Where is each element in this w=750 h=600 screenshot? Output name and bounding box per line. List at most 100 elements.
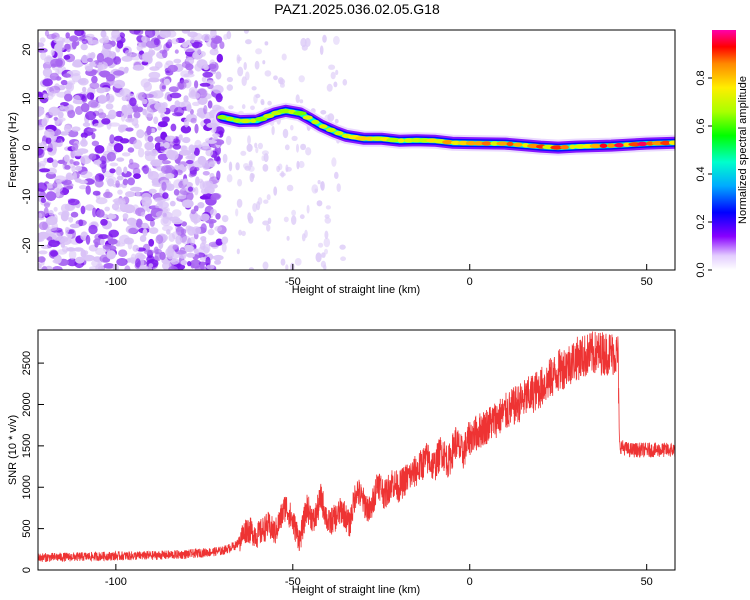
spectrogram-noise-blob xyxy=(298,75,305,83)
spectrogram-noise-blob xyxy=(49,91,56,97)
spectrogram-noise-blob xyxy=(173,138,179,144)
spectrogram-noise-blob xyxy=(52,159,58,168)
spectrogram-noise-blob xyxy=(317,180,321,185)
spectrogram-noise-blob xyxy=(335,69,339,76)
spectrogram-ridge-peak xyxy=(473,141,485,146)
spectrogram-noise-blob xyxy=(93,159,102,165)
spectrogram-noise-blob xyxy=(206,264,215,270)
spectrogram-noise-blob xyxy=(203,118,211,125)
spectrogram-noise-blob xyxy=(320,260,326,268)
spectrogram-noise-blob xyxy=(46,236,53,241)
spectrogram-ridge-peak xyxy=(233,118,243,123)
spectrogram-noise-blob xyxy=(109,168,116,174)
snr-ytick-label: 1000 xyxy=(21,475,33,499)
spectrogram-noise-blob xyxy=(168,265,178,270)
spectrogram-noise-blob xyxy=(50,49,55,56)
spectrogram-noise-blob xyxy=(127,177,135,186)
spectrogram-noise-blob xyxy=(248,160,253,166)
spectrogram-noise-blob xyxy=(136,92,146,101)
spectrogram-noise-blob xyxy=(59,131,69,136)
spectrogram-noise-blob xyxy=(214,259,222,265)
spectrogram-noise-blob xyxy=(262,261,269,270)
spectrogram-noise-blob xyxy=(299,214,305,220)
spectrogram-noise-blob xyxy=(237,56,242,62)
spectrogram-noise-blob xyxy=(85,65,93,72)
spectrogram-noise-blob xyxy=(125,127,134,132)
spectrogram-noise-blob xyxy=(60,79,68,86)
spectrogram-noise-blob xyxy=(280,258,286,266)
spectrogram-noise-blob xyxy=(57,111,64,119)
spectrogram-noise-blob xyxy=(133,173,141,180)
snr-ytick-label: 1500 xyxy=(21,434,33,458)
spectrogram-noise-blob xyxy=(186,104,192,112)
colorbar-tick-label: 0.4 xyxy=(695,166,707,181)
spectrogram-noise-blob xyxy=(80,155,92,165)
spectrogram-noise-blob xyxy=(54,175,66,182)
spectrogram-noise-blob xyxy=(206,122,216,128)
spectrogram-noise-blob xyxy=(83,250,89,256)
spectrogram-ridge-peak xyxy=(318,124,328,129)
spectrogram-noise-blob xyxy=(62,73,71,78)
colorbar-tick-label: 0.8 xyxy=(695,70,707,85)
spectrogram-noise-blob xyxy=(75,256,85,264)
spectrogram-noise-blob xyxy=(38,212,43,219)
spectrogram-noise-blob xyxy=(81,54,89,64)
spectrogram-noise-blob xyxy=(44,115,49,123)
spectrogram-noise-blob xyxy=(40,197,47,203)
spectrogram-noise-blob xyxy=(75,165,83,172)
spectrogram-noise-blob xyxy=(135,218,143,228)
spectrogram-noise-blob xyxy=(79,185,87,190)
spectrogram-noise-blob xyxy=(240,150,247,156)
spectrogram-noise-blob xyxy=(190,36,195,44)
spectrogram-noise-blob xyxy=(92,207,97,218)
colorbar-ticks: 0.0 0.2 0.4 0.6 0.8 xyxy=(695,70,712,278)
spectrogram-noise-blob xyxy=(336,183,341,193)
spectrogram-noise-blob xyxy=(89,82,100,90)
spectrogram-noise-blob xyxy=(38,221,49,231)
spectrogram-noise-blob xyxy=(54,254,62,264)
spectrogram-noise-blob xyxy=(199,242,206,250)
spectrogram-noise-blob xyxy=(115,166,122,176)
spectrogram-noise-blob xyxy=(100,155,107,165)
spectrogram-noise-blob xyxy=(324,248,328,255)
spectrogram-noise-blob xyxy=(215,213,221,220)
spectrogram-noise-blob xyxy=(140,211,146,217)
spectrogram-noise-blob xyxy=(225,135,232,146)
spectrogram-noise-blob xyxy=(47,226,58,232)
spectrogram-noise-blob xyxy=(263,199,269,204)
spectrogram-noise-blob xyxy=(285,264,289,270)
spectrogram-noise-blob xyxy=(298,160,305,169)
snr-xlabel: Height of straight line (km) xyxy=(292,584,420,596)
spectrogram-noise-blob xyxy=(103,191,113,199)
spectrogram-noise-blob xyxy=(99,37,110,44)
spectrogram-noise-blob xyxy=(334,118,339,124)
spectrogram-noise-blob xyxy=(165,173,175,179)
spectrogram-noise-blob xyxy=(180,79,190,84)
spectrogram-noise-blob xyxy=(181,235,192,245)
spectrogram-ridge-peak xyxy=(217,115,227,120)
spectrogram-ylabel: Frequency (Hz) xyxy=(7,112,19,188)
colorbar: 0.0 0.2 0.4 0.6 0.8 Normalized spectral ampl… xyxy=(695,30,749,278)
spectrogram-noise-blob xyxy=(42,78,53,87)
spectrogram-noise-blob xyxy=(201,76,207,83)
spectrogram-noise-blob xyxy=(324,230,329,239)
spectrogram-noise-blob xyxy=(197,202,205,209)
spectrogram-noise-blob xyxy=(320,110,327,115)
spectrogram-noise-blob xyxy=(153,116,159,125)
spectrogram-noise-blob xyxy=(98,61,103,72)
spectrogram-noise-blob xyxy=(285,164,289,173)
spectrogram-noise-blob xyxy=(100,237,105,246)
spectrogram-noise-blob xyxy=(172,112,184,117)
spectrogram-noise-blob xyxy=(216,170,221,181)
spectrogram-noise-blob xyxy=(181,145,188,153)
snr-xtick-label: 0 xyxy=(467,576,473,588)
spectrogram-noise-blob xyxy=(53,36,66,45)
spectrogram-noise-blob xyxy=(73,247,84,252)
spectrogram-noise-blob xyxy=(124,107,134,115)
spectrogram-noise-blob xyxy=(94,241,99,248)
spectrogram-noise-blob xyxy=(283,216,289,223)
spectrogram-noise-blob xyxy=(174,49,179,54)
spectrogram-noise-blob xyxy=(147,77,160,83)
spectrogram-noise-blob xyxy=(255,146,259,154)
spectrogram-noise-blob xyxy=(194,123,199,134)
